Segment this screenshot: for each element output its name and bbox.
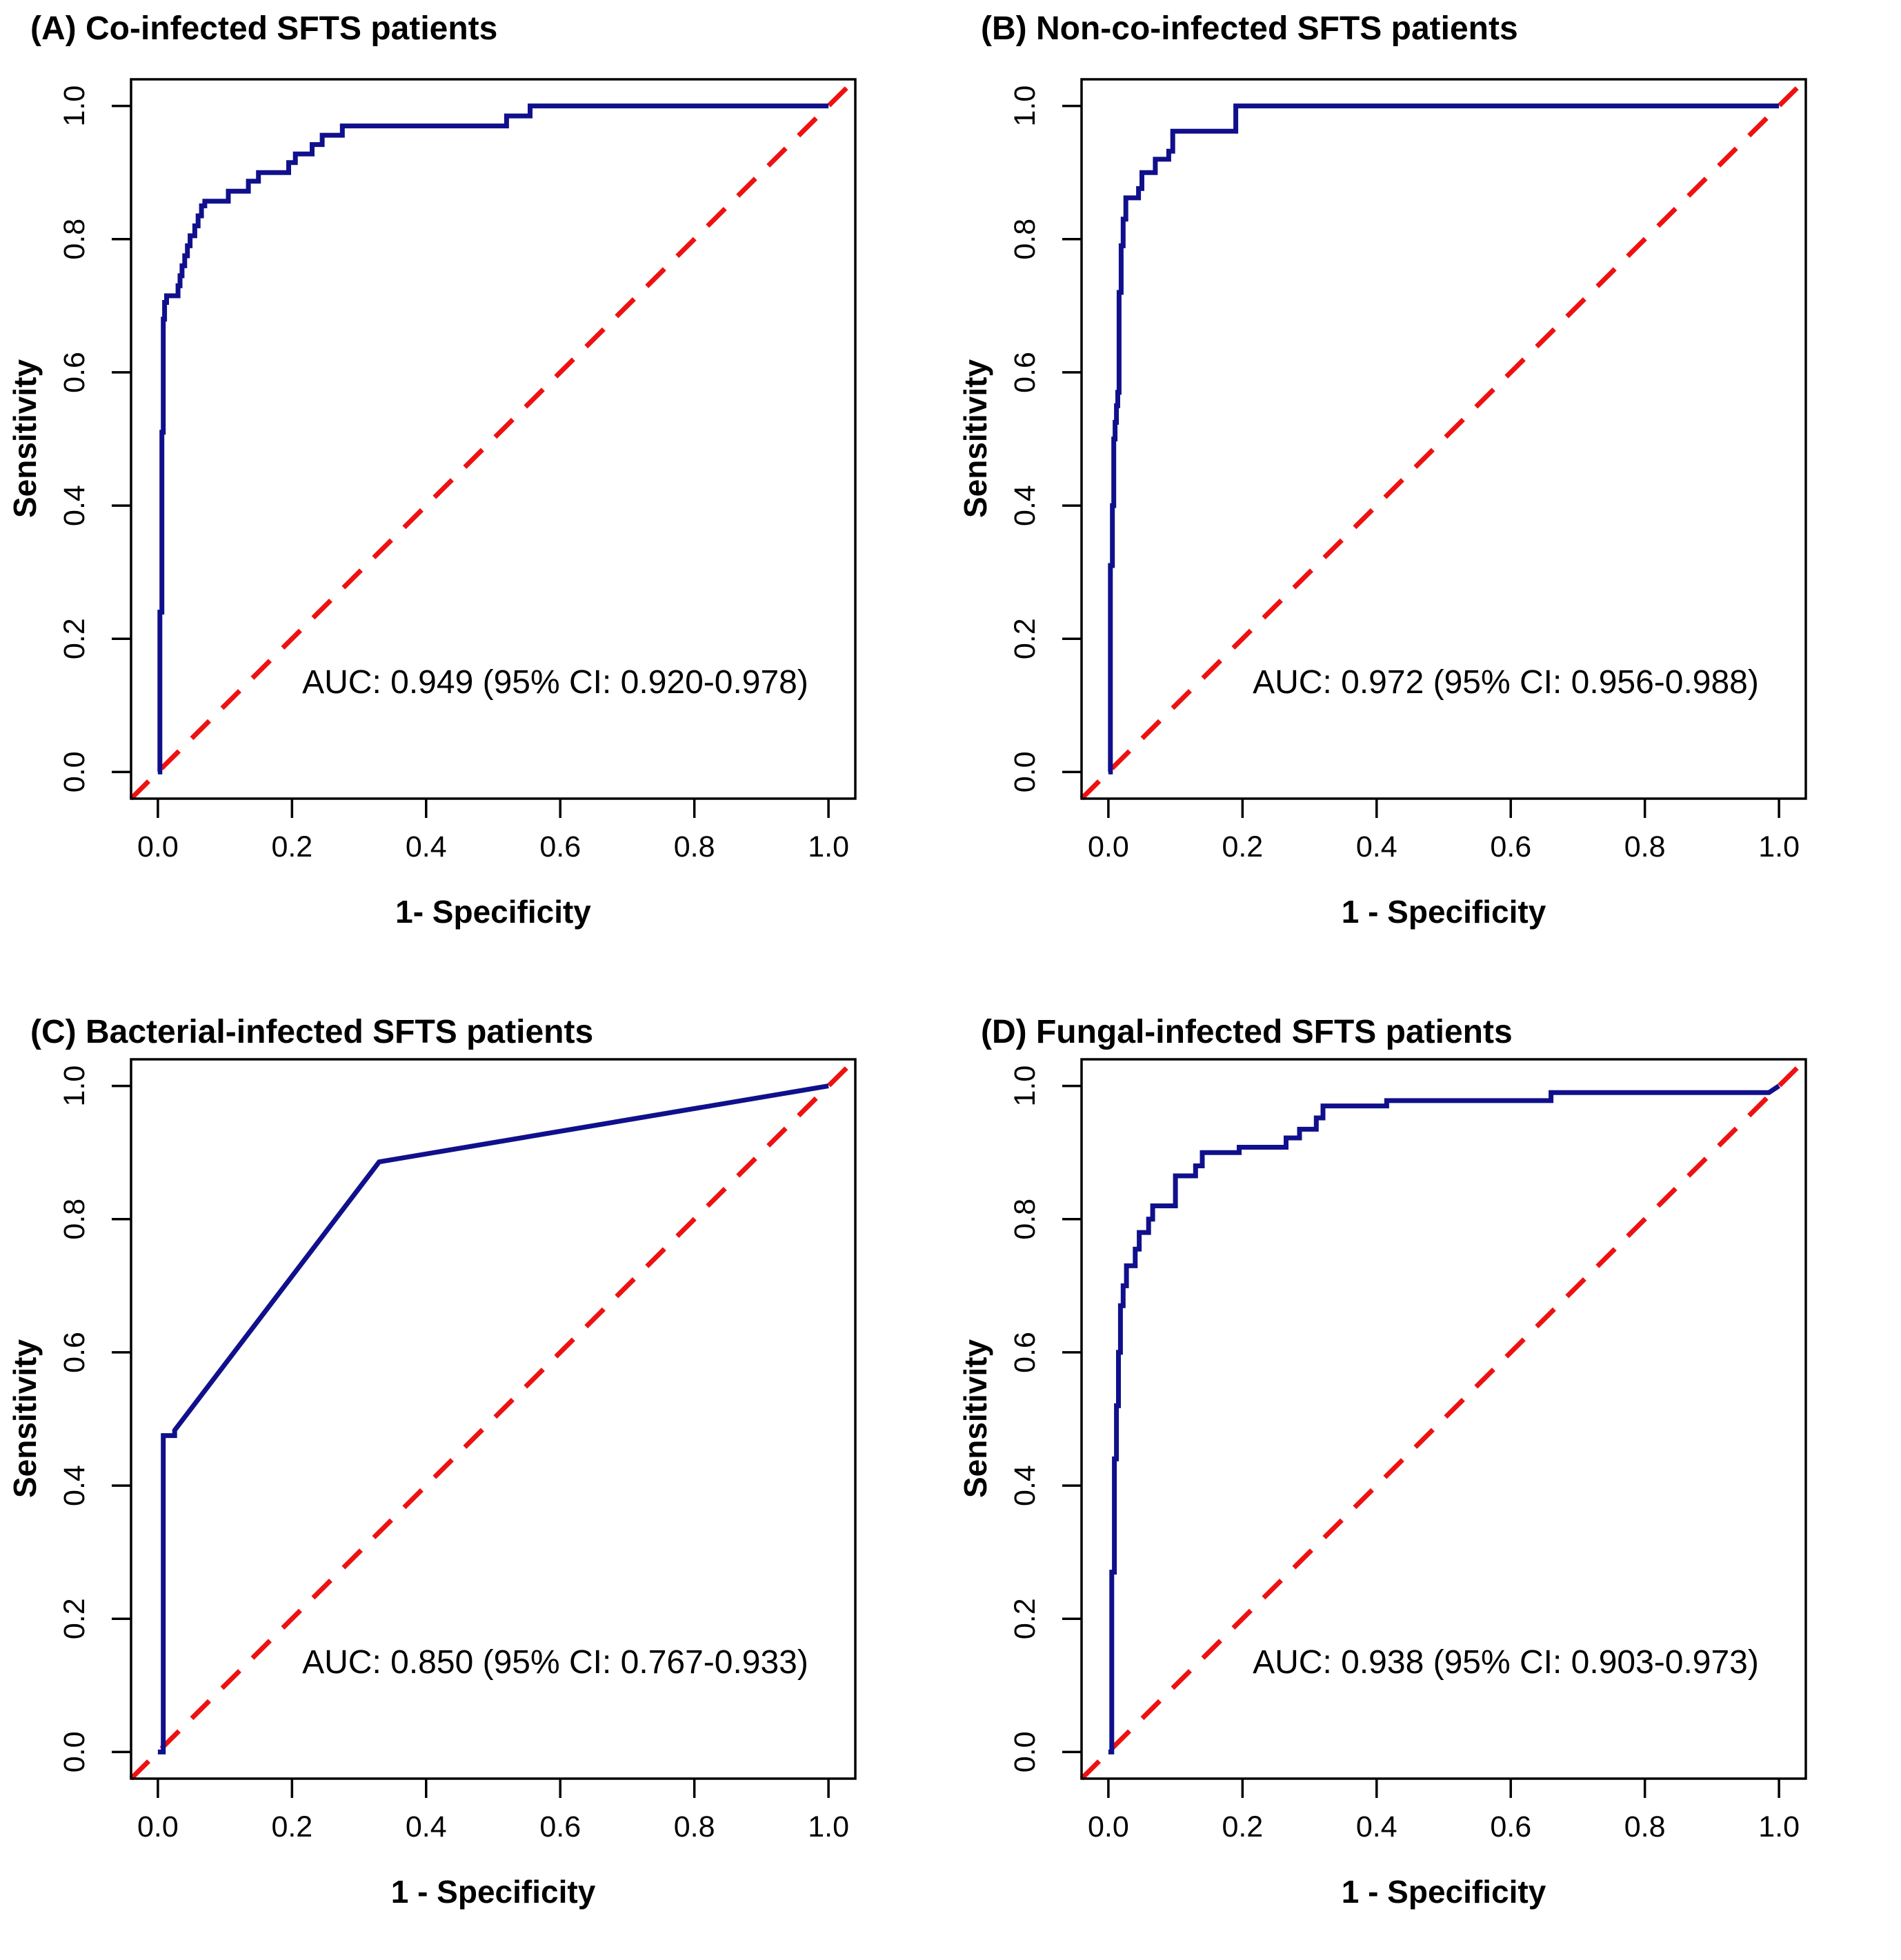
y-tick-label: 0.2 [1008,618,1042,659]
roc-panel-a: (A) Co-infected SFTS patients 0.0 0.2 0.4 0… [0,0,950,980]
auc-annotation: AUC: 0.938 (95% CI: 0.903-0.973) [1253,1644,1759,1681]
plot-border [1080,1058,1807,1780]
y-tick-label: 0.6 [58,352,91,393]
roc-panel-b: (B) Non-co-infected SFTS patients 0.0 0.2… [950,0,1901,980]
y-tick-label: 1.0 [1008,86,1042,127]
x-tick-label: 0.2 [1222,830,1263,863]
y-tick-label: 1.0 [58,86,91,127]
y-tick-label: 0.2 [1008,1598,1042,1639]
y-axis-ticks: 0.0 0.2 0.4 0.6 0.8 1.0 [58,1066,131,1772]
x-tick-label: 0.4 [406,830,447,863]
y-axis-label: Sensitivity [7,359,43,519]
roc-curve [1108,1083,1781,1754]
plot-border [1080,78,1807,800]
x-tick-label: 0.0 [137,1810,179,1843]
plot-border [130,1058,857,1780]
y-tick-label: 0.4 [58,1465,91,1506]
x-tick-label: 0.8 [674,830,715,863]
roc-curve [157,103,829,774]
y-tick-label: 0.4 [1008,1465,1042,1506]
y-axis-label: Sensitivity [957,1339,993,1499]
x-tick-label: 0.4 [406,1810,447,1843]
x-axis-ticks: 0.0 0.2 0.4 0.6 0.8 1.0 [1088,799,1800,863]
y-tick-label: 0.4 [58,485,91,526]
y-tick-label: 0.6 [1008,1332,1042,1373]
y-tick-label: 0.0 [1008,1731,1042,1772]
y-axis-label: Sensitivity [7,1339,43,1499]
y-tick-label: 0.6 [58,1332,91,1373]
y-tick-label: 0.6 [1008,352,1042,393]
x-tick-label: 0.6 [1490,830,1531,863]
roc-chart-d: 0.0 0.2 0.4 0.6 0.8 1.0 0.0 0.2 0.4 0.6 0.8 1.0 1 … [957,1057,1808,1910]
roc-chart-b: 0.0 0.2 0.4 0.6 0.8 1.0 0.0 0.2 0.4 0.6 0.8 1.0 1 … [957,77,1808,930]
auc-annotation: AUC: 0.972 (95% CI: 0.956-0.988) [1253,664,1759,701]
y-axis-ticks: 0.0 0.2 0.4 0.6 0.8 1.0 [1008,86,1082,792]
y-tick-label: 0.8 [58,1199,91,1240]
y-tick-label: 0.0 [1008,751,1042,792]
y-tick-label: 0.8 [1008,1199,1042,1240]
y-tick-label: 1.0 [58,1066,91,1107]
x-axis-label: 1 - Specificity [1342,1874,1546,1910]
roc-curve [1108,103,1780,774]
y-tick-label: 0.0 [58,751,91,792]
y-axis-ticks: 0.0 0.2 0.4 0.6 0.8 1.0 [1008,1066,1082,1772]
roc-curve [157,1083,829,1754]
x-tick-label: 0.8 [674,1810,715,1843]
y-axis-label: Sensitivity [957,359,993,519]
panel-title-c: (C) Bacterial-infected SFTS patients [30,1014,594,1050]
x-tick-label: 0.6 [1490,1810,1531,1843]
roc-panel-c: (C) Bacterial-infected SFTS patients 0.0… [0,980,950,1960]
x-tick-label: 0.0 [1088,830,1129,863]
x-tick-label: 0.2 [1222,1810,1263,1843]
y-tick-label: 0.8 [1008,219,1042,260]
y-tick-label: 0.8 [58,219,91,260]
roc-panel-d: (D) Fungal-infected SFTS patients 0.0 0.2… [950,980,1901,1960]
y-tick-label: 1.0 [1008,1066,1042,1107]
x-tick-label: 0.2 [271,830,312,863]
y-tick-label: 0.2 [58,1598,91,1639]
x-axis-label: 1- Specificity [395,894,591,930]
x-tick-label: 1.0 [1758,830,1800,863]
x-axis-ticks: 0.0 0.2 0.4 0.6 0.8 1.0 [137,1779,849,1843]
y-tick-label: 0.0 [58,1731,91,1772]
x-tick-label: 0.8 [1624,830,1666,863]
x-axis-label: 1 - Specificity [1342,894,1546,930]
x-tick-label: 0.0 [1088,1810,1129,1843]
plot-border [130,78,857,800]
auc-annotation: AUC: 0.850 (95% CI: 0.767-0.933) [302,1644,808,1681]
roc-chart-a: 0.0 0.2 0.4 0.6 0.8 1.0 0.0 0.2 0.4 0.6 0.8 1.0 1-… [7,77,857,930]
y-axis-ticks: 0.0 0.2 0.4 0.6 0.8 1.0 [58,86,131,792]
x-axis-ticks: 0.0 0.2 0.4 0.6 0.8 1.0 [137,799,849,863]
x-tick-label: 0.2 [271,1810,312,1843]
x-tick-label: 0.8 [1624,1810,1666,1843]
x-tick-label: 1.0 [808,830,849,863]
x-tick-label: 0.6 [539,1810,581,1843]
auc-annotation: AUC: 0.949 (95% CI: 0.920-0.978) [302,664,808,701]
panel-title-a: (A) Co-infected SFTS patients [30,10,498,47]
x-tick-label: 1.0 [808,1810,849,1843]
x-tick-label: 0.6 [539,830,581,863]
x-tick-label: 1.0 [1758,1810,1800,1843]
x-axis-ticks: 0.0 0.2 0.4 0.6 0.8 1.0 [1088,1779,1800,1843]
panel-title-d: (D) Fungal-infected SFTS patients [981,1014,1513,1050]
x-tick-label: 0.0 [137,830,179,863]
panel-title-b: (B) Non-co-infected SFTS patients [981,10,1518,47]
x-tick-label: 0.4 [1356,830,1397,863]
y-tick-label: 0.2 [58,618,91,659]
y-tick-label: 0.4 [1008,485,1042,526]
x-tick-label: 0.4 [1356,1810,1397,1843]
roc-chart-c: 0.0 0.2 0.4 0.6 0.8 1.0 0.0 0.2 0.4 0.6 0.8 1.0 1 … [7,1057,857,1910]
x-axis-label: 1 - Specificity [391,1874,596,1910]
